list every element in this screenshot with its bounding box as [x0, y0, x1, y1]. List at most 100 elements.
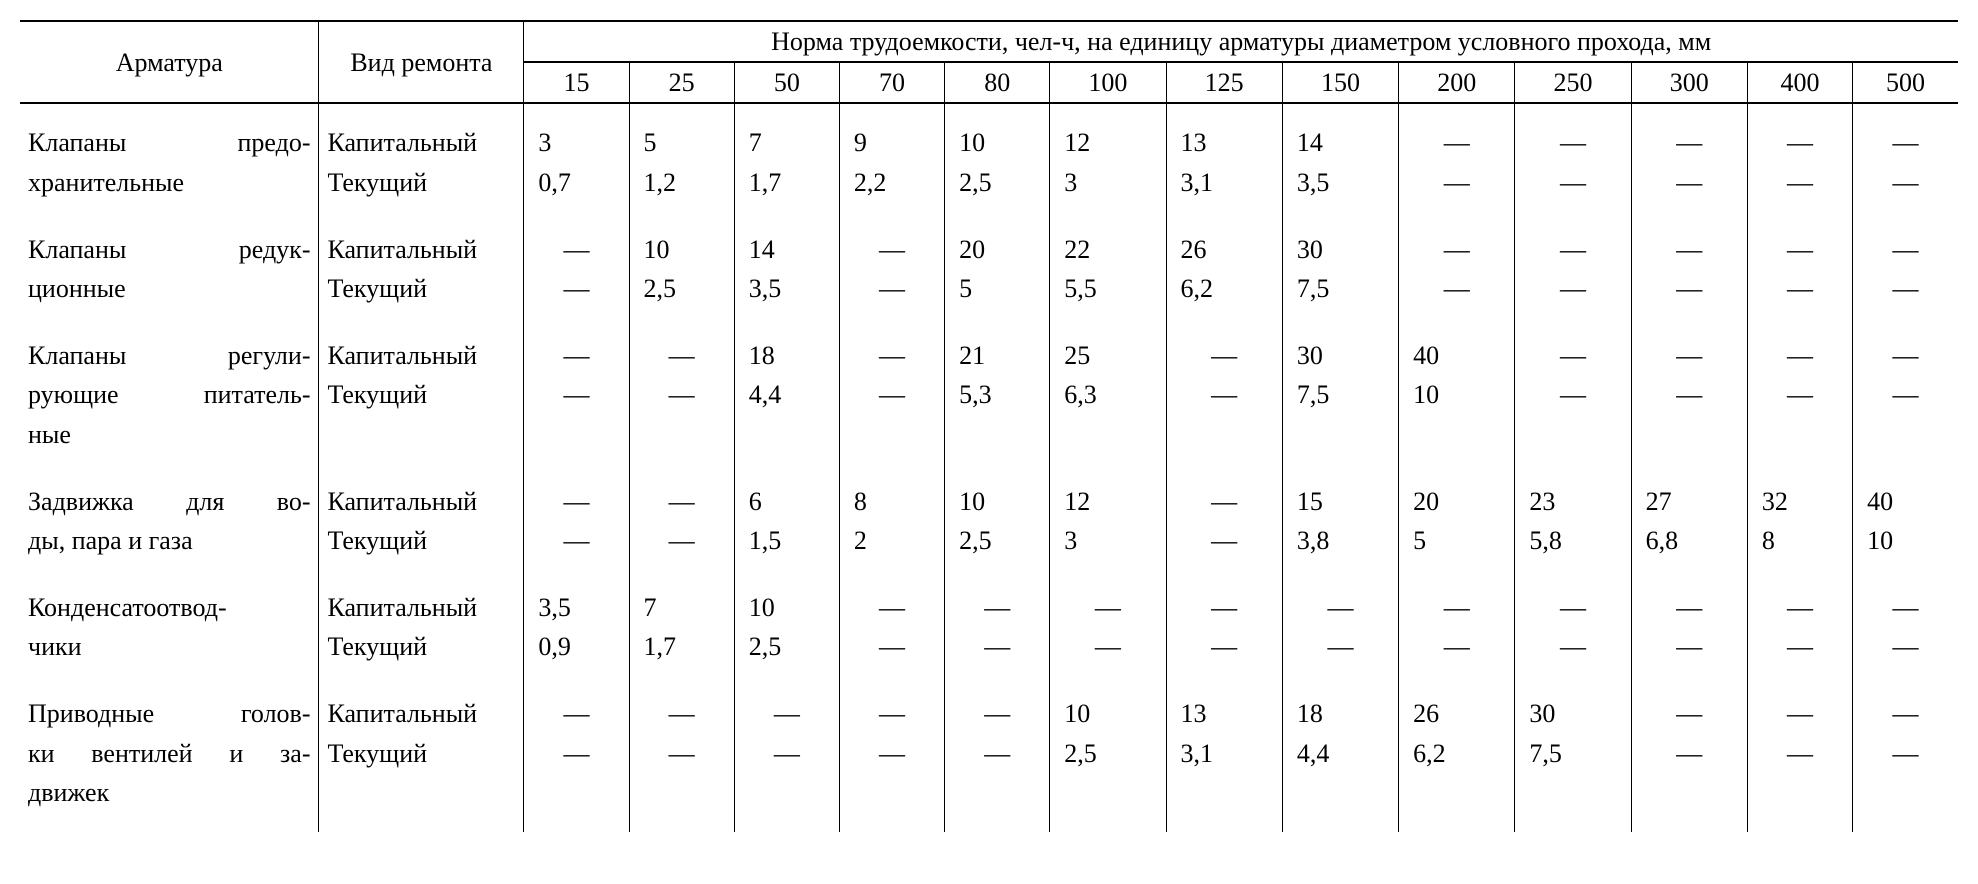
armature-name: хранительные [20, 163, 319, 202]
table-cell: — [1853, 627, 1958, 666]
table-cell: 2 [839, 521, 944, 560]
table-cell: 2,5 [945, 521, 1050, 560]
repair-type: Капитальный [319, 336, 524, 375]
table-cell: 22 [1050, 230, 1166, 269]
armature-name: рующие питатель- [20, 375, 319, 414]
table-row: Клапаны предо-Капитальный357910121314———… [20, 123, 1958, 162]
table-row: ки вентилей и за-Текущий—————2,53,14,46,… [20, 734, 1958, 773]
table-cell: — [1399, 230, 1515, 269]
table-cell [1515, 415, 1631, 454]
table-cell: — [1515, 123, 1631, 162]
table-cell [1050, 415, 1166, 454]
table-cell: — [1853, 163, 1958, 202]
table-row: ные [20, 415, 1958, 454]
table-cell: 10 [1050, 694, 1166, 733]
table-cell: — [1399, 163, 1515, 202]
table-cell: — [524, 734, 629, 773]
table-cell: — [1631, 123, 1747, 162]
table-cell: — [1747, 375, 1852, 414]
table-cell: — [1631, 627, 1747, 666]
table-cell: — [1853, 734, 1958, 773]
table-cell: — [839, 230, 944, 269]
table-cell: 25 [1050, 336, 1166, 375]
table-cell [1515, 773, 1631, 812]
table-cell: 2,5 [629, 269, 734, 308]
table-cell: — [1747, 163, 1852, 202]
repair-type: Текущий [319, 163, 524, 202]
table-cell: — [629, 375, 734, 414]
table-cell [629, 773, 734, 812]
table-cell: 8 [1747, 521, 1852, 560]
table-cell: 5 [945, 269, 1050, 308]
table-cell [1747, 415, 1852, 454]
table-cell: 18 [734, 336, 839, 375]
table-cell: — [1747, 123, 1852, 162]
table-cell [1166, 415, 1282, 454]
table-cell: — [524, 230, 629, 269]
table-cell: 3,8 [1282, 521, 1398, 560]
table-cell: — [1631, 588, 1747, 627]
table-cell: — [1631, 694, 1747, 733]
repair-type: Текущий [319, 521, 524, 560]
table-cell: 7 [734, 123, 839, 162]
table-row: Приводные голов-Капитальный—————10131826… [20, 694, 1958, 733]
repair-type: Капитальный [319, 694, 524, 733]
table-row: рующие питатель-Текущий——4,4—5,36,3—7,51… [20, 375, 1958, 414]
col-header-repair: Вид ремонта [319, 21, 524, 103]
table-cell: 21 [945, 336, 1050, 375]
table-cell: — [524, 336, 629, 375]
table-cell [734, 773, 839, 812]
table-cell: 10 [1853, 521, 1958, 560]
table-row: Клапаны редук-Капитальный—1014—20222630—… [20, 230, 1958, 269]
table-cell: 10 [1399, 375, 1515, 414]
table-cell: — [1515, 336, 1631, 375]
table-cell: — [1282, 627, 1398, 666]
table-cell [945, 415, 1050, 454]
table-cell: 32 [1747, 482, 1852, 521]
table-cell: — [1747, 588, 1852, 627]
armature-name: Клапаны регули- [20, 336, 319, 375]
table-cell: 3,5 [524, 588, 629, 627]
table-row: чикиТекущий0,91,72,5—————————— [20, 627, 1958, 666]
table-cell: — [839, 694, 944, 733]
table-cell: 27 [1631, 482, 1747, 521]
table-cell: — [1399, 123, 1515, 162]
table-cell: 14 [734, 230, 839, 269]
table-cell: — [1515, 588, 1631, 627]
table-cell: 7,5 [1282, 269, 1398, 308]
table-cell: 1,2 [629, 163, 734, 202]
table-header: Арматура Вид ремонта Норма трудоемкости,… [20, 21, 1958, 103]
table-row: ционныеТекущий—2,53,5—55,56,27,5————— [20, 269, 1958, 308]
table-cell: — [1853, 269, 1958, 308]
table-cell: — [1050, 627, 1166, 666]
table-cell: — [1631, 269, 1747, 308]
table-cell: 7 [629, 588, 734, 627]
table-cell: — [1853, 375, 1958, 414]
table-cell: 26 [1399, 694, 1515, 733]
table-cell: — [1747, 734, 1852, 773]
table-cell: 23 [1515, 482, 1631, 521]
table-cell: — [1050, 588, 1166, 627]
table-cell: 6 [734, 482, 839, 521]
table-cell: — [629, 336, 734, 375]
table-cell: — [1515, 230, 1631, 269]
table-cell: 7,5 [1515, 734, 1631, 773]
repair-type: Капитальный [319, 482, 524, 521]
table-cell: — [1853, 336, 1958, 375]
table-cell: 9 [839, 123, 944, 162]
col-header-diam-200: 200 [1399, 62, 1515, 103]
col-header-armature: Арматура [20, 21, 319, 103]
table-cell: 20 [1399, 482, 1515, 521]
table-row: Конденсатоотвод-Капитальный3,5710———————… [20, 588, 1958, 627]
table-cell: — [1747, 694, 1852, 733]
armature-name: ды, пара и газа [20, 521, 319, 560]
table-row: хранительныеТекущий0,71,21,72,22,533,13,… [20, 163, 1958, 202]
table-cell: 20 [945, 230, 1050, 269]
table-cell: — [1631, 230, 1747, 269]
repair-type: Текущий [319, 269, 524, 308]
table-cell: 2,5 [734, 627, 839, 666]
table-cell: 30 [1282, 230, 1398, 269]
table-cell: — [1515, 375, 1631, 414]
col-header-diam-300: 300 [1631, 62, 1747, 103]
table-cell: 12 [1050, 123, 1166, 162]
